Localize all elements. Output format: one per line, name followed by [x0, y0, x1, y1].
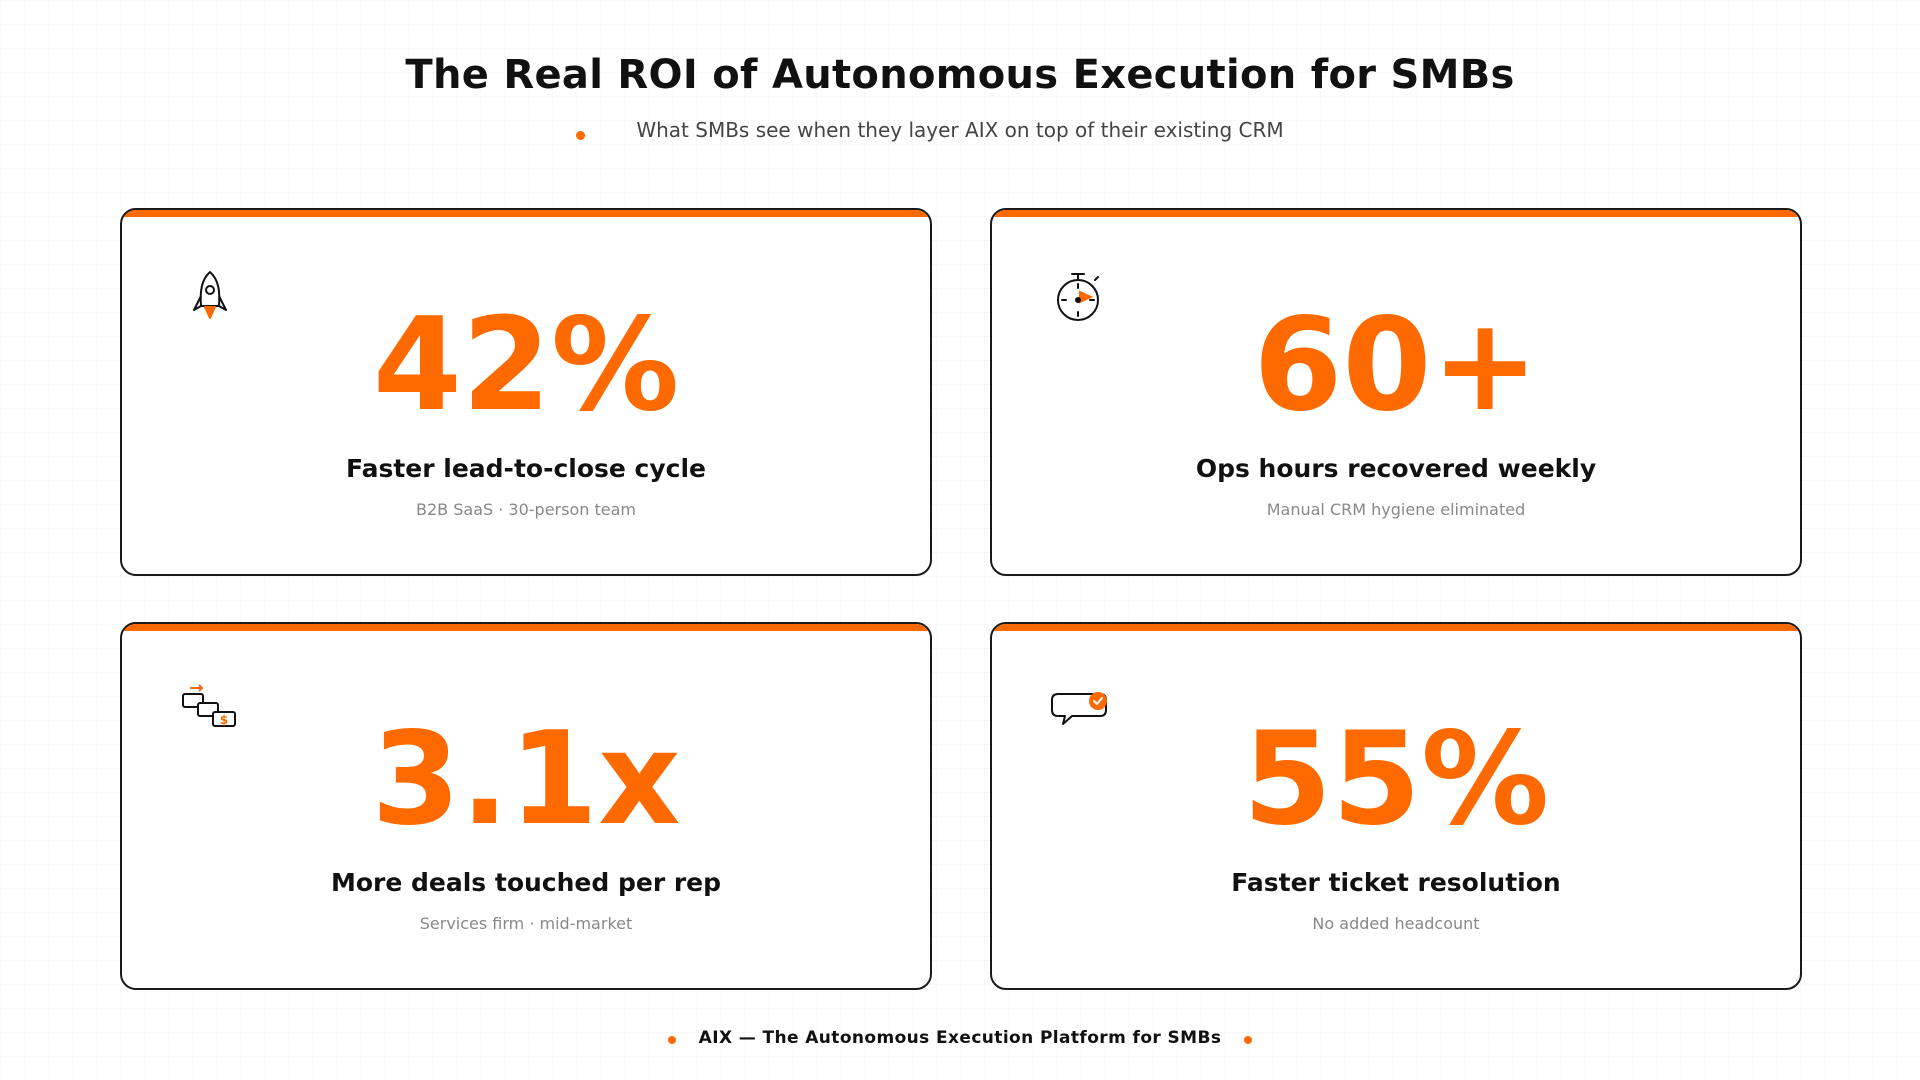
stopwatch-icon — [1050, 266, 1110, 326]
footer-text: AIX — The Autonomous Execution Platform … — [698, 1028, 1222, 1048]
footer-bullet-dot — [668, 1036, 676, 1044]
stat-note: Manual CRM hygiene eliminated — [1266, 500, 1526, 519]
page-subtitle: What SMBs see when they layer AIX on top… — [636, 118, 1284, 142]
stat-card-ticket-resolution: 55% Faster ticket resolution No added he… — [990, 622, 1802, 990]
svg-text:$: $ — [220, 713, 228, 727]
subtitle-row: What SMBs see when they layer AIX on top… — [0, 118, 1920, 148]
stat-label: Faster lead-to-close cycle — [345, 454, 707, 483]
card-accent-bar — [122, 624, 930, 631]
chat-check-icon — [1050, 680, 1110, 740]
stat-value: 55% — [1242, 705, 1550, 854]
stat-label: More deals touched per rep — [330, 868, 722, 897]
stat-note: No added headcount — [1312, 914, 1480, 933]
stat-note: Services firm · mid-market — [419, 914, 633, 933]
stat-value: 3.1x — [371, 705, 681, 854]
stat-card-ops-hours: 60+ Ops hours recovered weekly Manual CR… — [990, 208, 1802, 576]
footer-bullet-dot — [1244, 1036, 1252, 1044]
stat-label: Faster ticket resolution — [1231, 868, 1561, 897]
stat-card-deals-per-rep: $ 3.1x More deals touched per rep Servic… — [120, 622, 932, 990]
page-header: The Real ROI of Autonomous Execution for… — [0, 52, 1920, 148]
subtitle-bullet-dot — [576, 131, 585, 140]
stat-note: B2B SaaS · 30-person team — [416, 500, 636, 519]
card-accent-bar — [122, 210, 930, 217]
rocket-icon — [180, 266, 240, 326]
stat-card-lead-to-close: 42% Faster lead-to-close cycle B2B SaaS … — [120, 208, 932, 576]
card-accent-bar — [992, 624, 1800, 631]
stat-value: 42% — [372, 291, 680, 440]
card-accent-bar — [992, 210, 1800, 217]
deals-flow-icon: $ — [180, 680, 240, 740]
stat-value: 60+ — [1253, 291, 1539, 440]
page-title: The Real ROI of Autonomous Execution for… — [405, 52, 1515, 98]
stat-label: Ops hours recovered weekly — [1195, 454, 1597, 483]
page-footer: AIX — The Autonomous Execution Platform … — [0, 1028, 1920, 1050]
